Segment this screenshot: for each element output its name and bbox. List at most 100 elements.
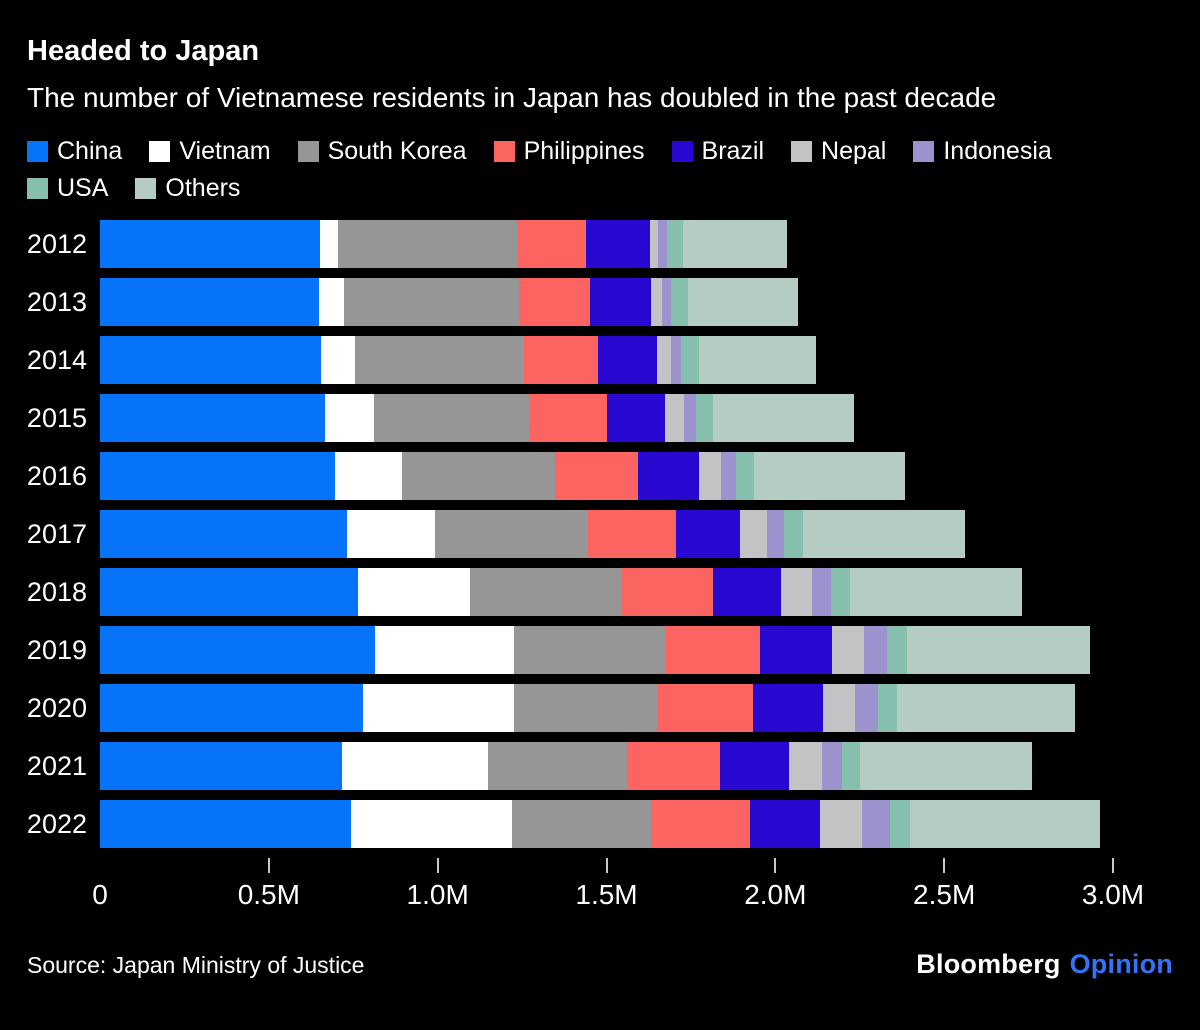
year-label: 2018 [26,576,87,607]
bar-segment-nepal [819,800,863,848]
year-label: 2021 [26,750,87,781]
bar-segment-south-korea [513,626,665,674]
bar-segment-indonesia [683,394,696,442]
source-note: Source: Japan Ministry of Justice [27,952,365,978]
year-label: 2015 [26,402,87,433]
bar-segment-south-korea [435,510,588,558]
bar-segment-brazil [752,684,823,732]
axis-tick [436,858,439,873]
stacked-bar [100,220,1113,268]
bar-segment-philippines [555,452,638,500]
bar-segment-south-korea [343,278,520,326]
bar-segment-brazil [597,336,657,384]
bar-segment-brazil [760,626,832,674]
bar-segment-usa [842,742,861,790]
chart-row-2018: 2018 [0,568,1200,616]
legend-item-south-korea: South Korea [297,137,467,165]
legend-swatch-usa [27,178,48,199]
legend-swatch-brazil [671,141,693,162]
legend-swatch-vietnam [149,141,171,162]
legend-label: South Korea [327,137,467,165]
page-title: Headed to Japan [27,35,260,67]
chart-legend: China Vietnam South Korea Philippines Brazil… [27,139,1127,201]
bar-segment-china [100,220,321,268]
chart-row-2013: 2013 [0,278,1200,326]
bar-segment-south-korea [488,742,627,790]
bar-segment-others [896,684,1075,732]
legend-label: Philippines [523,137,645,165]
legend-item-china: China [27,139,122,164]
chart-header: Headed to Japan The number of Vietnamese… [0,0,1200,117]
bar-segment-others [698,336,817,384]
year-label: 2013 [26,286,87,317]
bar-segment-china [100,568,359,616]
axis-tick [943,858,946,873]
bar-segment-indonesia [661,278,671,326]
bar-segment-brazil [585,220,650,268]
bar-segment-philippines [626,742,720,790]
legend-item-usa: USA [27,176,108,201]
bar-segment-indonesia [658,220,667,268]
bar-segment-china [100,510,347,558]
chart-row-2020: 2020 [0,684,1200,732]
axis-tick-label: 3.0M [1081,879,1145,910]
bar-segment-usa [670,278,688,326]
bar-segment-china [100,626,375,674]
chart-row-2012: 2012 [0,220,1200,268]
bar-segment-china [100,278,320,326]
bar-segment-others [849,568,1023,616]
legend-label: Indonesia [943,137,1052,165]
bar-segment-others [713,394,854,442]
legend-swatch-others [135,178,157,199]
bar-segment-indonesia [821,742,843,790]
bar-segment-south-korea [512,800,652,848]
chart-subtitle: The number of Vietnamese residents in Ja… [27,82,997,113]
year-label: 2014 [26,344,87,375]
legend-label: Nepal [821,137,887,165]
legend-item-brazil: Brazil [671,139,764,164]
stacked-bar-chart: 2012 2013 2014 2015 2016 2017 2018 2019 2020 2021… [0,220,1200,915]
axis-tick [267,858,270,873]
bar-segment-nepal [650,278,662,326]
bar-segment-nepal [740,510,768,558]
bar-segment-brazil [606,394,666,442]
bar-segment-brazil [713,568,782,616]
bar-segment-indonesia [767,510,785,558]
bar-segment-south-korea [514,684,659,732]
legend-swatch-south-korea [297,141,319,162]
axis-tick [605,858,608,873]
chart-row-2016: 2016 [0,452,1200,500]
bar-segment-vietnam [362,684,515,732]
chart-row-2019: 2019 [0,626,1200,674]
bar-segment-vietnam [320,220,339,268]
bar-segment-brazil [589,278,651,326]
bar-segment-nepal [656,336,672,384]
x-axis-ticks [100,858,1114,875]
bar-segment-usa [666,220,683,268]
year-label: 2017 [26,518,87,549]
year-label: 2020 [26,692,87,723]
axis-tick-label: 1.5M [575,879,638,910]
legend-item-indonesia: Indonesia [913,137,1052,165]
bar-segment-china [100,336,322,384]
bar-segment-vietnam [346,510,436,558]
bar-segment-nepal [822,684,856,732]
bar-segment-china [100,800,352,848]
legend-label: China [57,137,123,165]
bar-segment-nepal [831,626,865,674]
bar-segment-vietnam [334,452,403,500]
bar-segment-others [802,510,965,558]
chart-row-2022: 2022 [0,800,1200,848]
year-label: 2019 [26,634,87,665]
bar-segment-indonesia [862,800,891,848]
year-label: 2022 [26,808,87,839]
legend-swatch-nepal [791,141,813,162]
brand-bloomberg: Bloomberg [916,949,1061,979]
bar-segment-vietnam [374,626,514,674]
legend-label: Others [165,174,241,202]
bloomberg-opinion-logo: Bloomberg Opinion [916,949,1173,980]
stacked-bar [100,394,1113,442]
bar-segment-others [860,742,1033,790]
axis-tick-label: 2.0M [744,879,807,910]
stacked-bar [100,452,1113,500]
